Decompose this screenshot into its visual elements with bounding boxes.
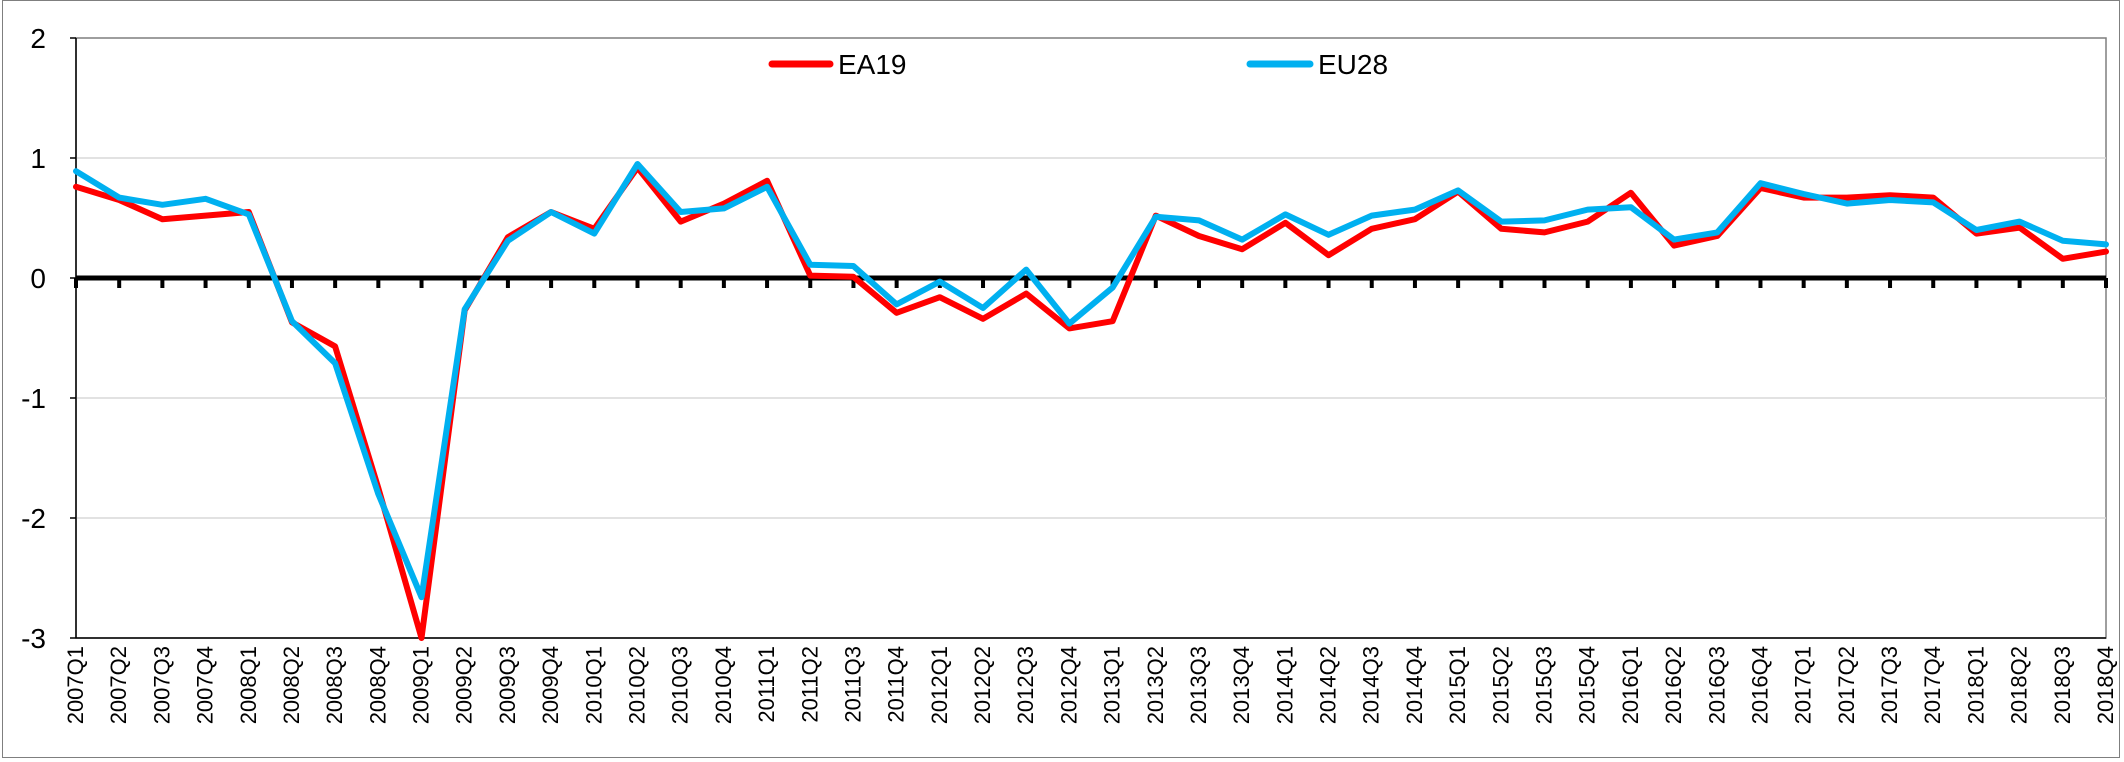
y-tick-label: -2 — [21, 503, 46, 534]
x-tick-label: 2018Q4 — [2093, 646, 2118, 724]
x-tick-label: 2008Q3 — [322, 646, 347, 724]
x-tick-label: 2014Q1 — [1272, 646, 1297, 724]
series-lines — [73, 161, 2109, 641]
x-tick-label: 2010Q1 — [581, 646, 606, 724]
x-tick-label: 2018Q1 — [1963, 646, 1988, 724]
y-tick-label: 1 — [30, 143, 46, 174]
x-tick-label: 2010Q2 — [624, 646, 649, 724]
series-line-ea19 — [73, 164, 2109, 641]
x-tick-label: 2011Q1 — [754, 646, 779, 723]
x-tick-label: 2012Q2 — [970, 646, 995, 724]
x-tick-label: 2015Q2 — [1488, 646, 1513, 724]
x-tick-label: 2014Q3 — [1359, 646, 1384, 724]
x-tick-label: 2010Q3 — [668, 646, 693, 724]
x-tick-label: 2015Q1 — [1445, 646, 1470, 724]
plot-area-border — [75, 37, 2107, 639]
x-tick-label: 2018Q3 — [2050, 646, 2075, 724]
y-tick-label: -1 — [21, 383, 46, 414]
x-tick-label: 2018Q2 — [2007, 646, 2032, 724]
legend-label-ea19: EA19 — [838, 49, 907, 80]
x-tick-label: 2012Q1 — [927, 646, 952, 724]
legend-label-eu28: EU28 — [1318, 49, 1388, 80]
gridlines — [75, 37, 2107, 639]
x-tick-label: 2010Q4 — [711, 646, 736, 724]
y-tick-label: 2 — [30, 23, 46, 54]
y-tick-label: 0 — [30, 263, 46, 294]
x-tick-label: 2016Q3 — [1704, 646, 1729, 724]
x-tick-label: 2017Q4 — [1920, 646, 1945, 724]
y-tick-label: -3 — [21, 623, 46, 654]
x-tick-label: 2014Q2 — [1316, 646, 1341, 724]
x-tick-label: 2013Q4 — [1229, 646, 1254, 724]
x-tick-label: 2007Q4 — [193, 646, 218, 724]
x-tick-label: 2007Q1 — [63, 646, 88, 724]
y-axis: 2 1 0 -1 -2 -3 — [21, 23, 77, 654]
x-tick-label: 2007Q2 — [106, 646, 131, 724]
x-tick-label: 2013Q3 — [1186, 646, 1211, 724]
x-tick-label: 2017Q1 — [1791, 646, 1816, 724]
x-tick-label: 2011Q3 — [840, 646, 865, 723]
x-tick-label: 2008Q4 — [365, 646, 390, 724]
x-tick-label: 2016Q2 — [1661, 646, 1686, 724]
x-tick-label: 2009Q4 — [538, 646, 563, 724]
x-tick-label: 2013Q2 — [1143, 646, 1168, 724]
x-tick-label: 2007Q3 — [149, 646, 174, 724]
legend: EA19 EU28 — [768, 49, 1388, 80]
x-tick-label: 2014Q4 — [1402, 646, 1427, 724]
x-tick-label: 2017Q2 — [1834, 646, 1859, 724]
x-tick-label: 2009Q3 — [495, 646, 520, 724]
series-line-eu28 — [73, 161, 2109, 601]
x-tick-label: 2017Q3 — [1877, 646, 1902, 724]
x-tick-label: 2013Q1 — [1100, 646, 1125, 724]
x-tick-label: 2009Q2 — [452, 646, 477, 724]
x-tick-label: 2012Q4 — [1056, 646, 1081, 724]
x-tick-label: 2009Q1 — [409, 646, 434, 724]
x-axis: 2007Q1 2007Q2 2007Q3 2007Q4 2008Q1 2008Q2 2008… — [63, 275, 2118, 724]
x-tick-label: 2011Q4 — [884, 646, 909, 723]
x-tick-label: 2016Q1 — [1618, 646, 1643, 724]
x-tick-label: 2016Q4 — [1747, 646, 1772, 724]
x-tick-label: 2015Q4 — [1575, 646, 1600, 724]
x-tick-label: 2008Q1 — [236, 646, 261, 724]
x-tick-label: 2008Q2 — [279, 646, 304, 724]
x-tick-label: 2015Q3 — [1532, 646, 1557, 724]
x-tick-label: 2012Q3 — [1013, 646, 1038, 724]
x-tick-label: 2011Q2 — [797, 646, 822, 723]
